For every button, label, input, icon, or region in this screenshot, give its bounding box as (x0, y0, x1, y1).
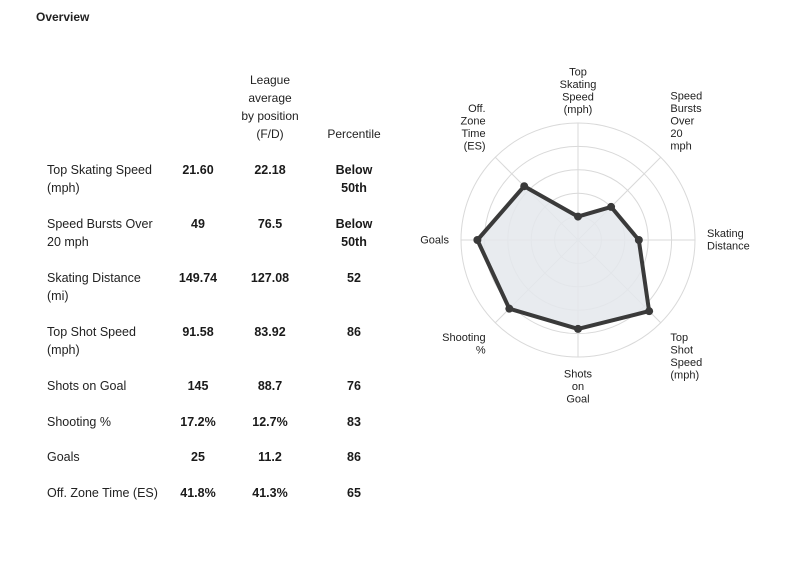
table-row: Shooting % 17.2% 12.7% 83 (0, 413, 420, 453)
player-value: 49 (191, 217, 205, 231)
percentile-value: 86 (347, 325, 361, 339)
axis-label: (mph) (670, 369, 699, 381)
axis-label: Skating (707, 228, 744, 240)
axis-label: Bursts (670, 103, 702, 115)
axis-label: on (572, 381, 584, 393)
league-header-line: by position (241, 109, 299, 123)
data-point (607, 202, 616, 211)
player-value: 145 (187, 379, 209, 393)
player-value: 149.74 (178, 271, 218, 285)
league-header-line: (F/D) (256, 127, 284, 141)
data-point (645, 307, 654, 316)
metric-name: Shooting % (47, 415, 111, 429)
percentile-value: 76 (347, 379, 361, 393)
percentile-header: Percentile (327, 127, 381, 141)
metric-name: Off. Zone Time (ES) (47, 486, 158, 500)
percentile-value: 83 (347, 415, 361, 429)
metric-name: Top Skating Speed (mph) (47, 163, 152, 195)
league-average-value: 76.5 (257, 217, 283, 231)
percentile-value: 86 (347, 450, 361, 464)
table-row: Off. Zone Time (ES) 41.8% 41.3% 65 (0, 484, 420, 524)
axis-label: (ES) (464, 141, 486, 153)
axis-label: Top (569, 67, 587, 79)
table-row: Goals 25 11.2 86 (0, 448, 420, 488)
table-row: Shots on Goal 145 88.7 76 (0, 377, 420, 417)
league-average-value: 11.2 (258, 450, 282, 464)
table-row: Skating Distance (mi) 149.74 127.08 52 (0, 269, 420, 309)
axis-label: (mph) (564, 104, 593, 116)
table-row: Speed Bursts Over 20 mph 49 76.5 Below 5… (0, 215, 420, 255)
axis-label: 20 (670, 128, 682, 140)
axis-label: Over (670, 116, 694, 128)
axis-label: Off. (468, 103, 486, 115)
league-header-line: League (249, 73, 291, 87)
axis-label: Time (462, 128, 486, 140)
data-point (520, 182, 529, 191)
percentile-value: Below 50th (335, 217, 373, 249)
data-point (574, 324, 582, 333)
table-row: Top Shot Speed (mph) 91.58 83.92 86 (0, 323, 420, 363)
axis-label: Speed (670, 91, 702, 103)
axis-label: Shooting (442, 332, 485, 344)
axis-label: Speed (670, 357, 702, 369)
data-point (505, 304, 514, 313)
metric-name: Shots on Goal (47, 379, 127, 393)
player-value: 41.8% (180, 486, 216, 500)
percentile-value: 65 (347, 486, 361, 500)
axis-label: mph (670, 141, 691, 153)
player-value: 25 (191, 450, 205, 464)
data-point (634, 236, 643, 244)
league-header-line: average (248, 91, 292, 105)
percentile-value: 52 (347, 271, 361, 285)
table-row: Top Skating Speed (mph) 21.60 22.18 Belo… (0, 161, 420, 201)
player-value: 21.60 (182, 163, 214, 177)
axis-label: Distance (707, 241, 750, 253)
axis-label: Goals (420, 234, 449, 246)
axis-label: Skating (560, 79, 597, 91)
player-value: 91.58 (182, 325, 214, 339)
series-area (475, 184, 652, 331)
league-average-value: 88.7 (257, 379, 283, 393)
league-average-value: 83.92 (254, 325, 286, 339)
player-value: 17.2% (180, 415, 216, 429)
metric-name: Skating Distance (mi) (47, 271, 141, 303)
metric-name: Top Shot Speed (mph) (47, 325, 136, 357)
axis-label: Zone (461, 116, 486, 128)
axis-label: Top (670, 332, 688, 344)
league-average-value: 127.08 (250, 271, 290, 285)
data-point (574, 212, 582, 221)
overview-title: Overview (36, 10, 90, 24)
league-average-header: League average by position (F/D) (234, 71, 306, 143)
axis-label: Speed (562, 92, 594, 104)
league-average-value: 12.7% (252, 415, 288, 429)
league-average-value: 41.3% (252, 486, 288, 500)
axis-label: Goal (566, 394, 589, 406)
radar-chart: TopSkatingSpeed(mph)SpeedBurstsOver20mph… (420, 67, 750, 406)
league-average-value: 22.18 (254, 163, 286, 177)
axis-label: % (476, 344, 486, 356)
axis-label: Shot (670, 344, 693, 356)
metric-name: Goals (47, 450, 80, 464)
percentile-value: Below 50th (335, 163, 373, 195)
axis-label: Shots (564, 369, 593, 381)
data-point (473, 236, 482, 244)
metric-name: Speed Bursts Over 20 mph (47, 217, 153, 249)
